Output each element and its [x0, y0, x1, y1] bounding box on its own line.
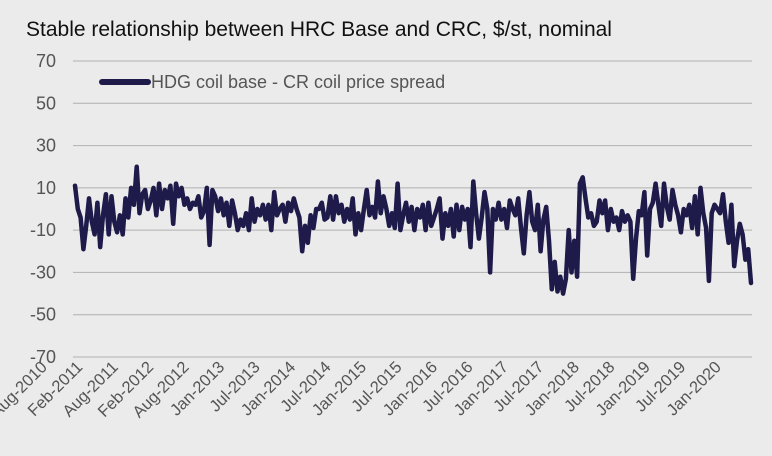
y-tick-label: 50 [36, 93, 56, 113]
y-tick-label: 30 [36, 136, 56, 156]
y-tick-label: -10 [30, 220, 56, 240]
series-line [72, 164, 754, 296]
y-tick-label: 10 [36, 178, 56, 198]
chart-title: Stable relationship between HRC Base and… [26, 18, 612, 41]
y-tick-label: 70 [36, 51, 56, 71]
y-tick-label: -70 [30, 347, 56, 367]
y-tick-label: -30 [30, 262, 56, 282]
x-axis-ticks: Aug-2010Feb-2011Aug-2011Feb-2012Aug-2012… [0, 358, 725, 421]
y-axis-ticks: 70 50 30 10 -10 -30 -50 -70 [30, 51, 56, 367]
series-group [72, 164, 754, 296]
legend-label: HDG coil base - CR coil price spread [151, 72, 445, 92]
y-tick-label: -50 [30, 305, 56, 325]
legend: HDG coil base - CR coil price spread [99, 72, 445, 92]
